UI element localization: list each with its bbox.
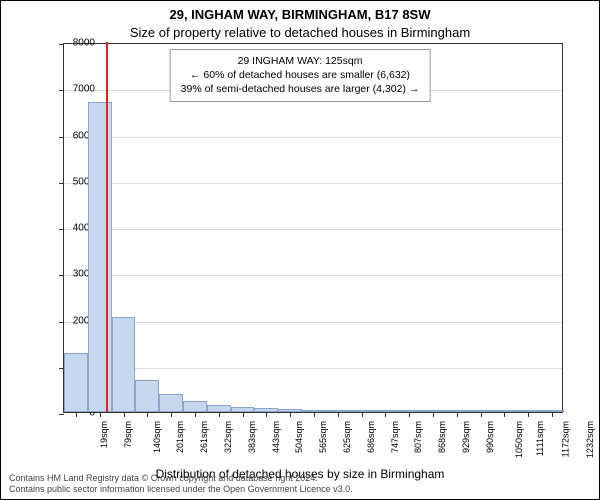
histogram-bar: [207, 405, 231, 412]
x-tick-label: 686sqm: [366, 421, 376, 453]
y-tick-label: 8000: [45, 38, 95, 49]
x-tick-mark: [219, 412, 220, 417]
gridline: [64, 322, 562, 323]
histogram-bar: [540, 410, 564, 412]
histogram-bar: [278, 409, 302, 412]
histogram-bar: [397, 410, 421, 412]
histogram-bar: [493, 410, 517, 412]
x-tick-mark: [338, 412, 339, 417]
histogram-bar: [183, 401, 207, 412]
x-tick-label: 565sqm: [318, 421, 328, 453]
histogram-bar: [516, 410, 540, 412]
x-tick-label: 504sqm: [294, 421, 304, 453]
x-tick-label: 383sqm: [247, 421, 257, 453]
property-marker-line: [106, 42, 108, 412]
annotation-line3: 39% of semi-detached houses are larger (…: [181, 82, 420, 96]
histogram-bar: [159, 394, 183, 413]
x-tick-mark: [195, 412, 196, 417]
histogram-bar: [374, 410, 398, 412]
x-tick-mark: [314, 412, 315, 417]
x-tick-label: 990sqm: [485, 421, 495, 453]
histogram-bar: [302, 410, 326, 412]
x-tick-label: 140sqm: [152, 421, 162, 453]
address-title: 29, INGHAM WAY, BIRMINGHAM, B17 8SW: [1, 7, 599, 22]
x-tick-label: 1111sqm: [536, 421, 546, 456]
x-tick-label: 1232sqm: [585, 421, 595, 458]
gridline: [64, 368, 562, 369]
x-tick-label: 1050sqm: [514, 421, 524, 458]
histogram-bar: [112, 317, 136, 412]
x-tick-label: 1172sqm: [561, 421, 571, 457]
x-tick-label: 868sqm: [437, 421, 447, 453]
x-tick-label: 443sqm: [271, 421, 281, 453]
annotation-line1: 29 INGHAM WAY: 125sqm: [181, 54, 420, 68]
x-tick-label: 747sqm: [390, 421, 400, 453]
annotation-line2: ← 60% of detached houses are smaller (6,…: [181, 68, 420, 82]
x-tick-mark: [100, 412, 101, 417]
gridline: [64, 137, 562, 138]
x-tick-mark: [124, 412, 125, 417]
x-tick-mark: [385, 412, 386, 417]
x-tick-label: 261sqm: [199, 421, 209, 453]
histogram-bar: [421, 410, 445, 412]
histogram-bar: [88, 102, 112, 412]
x-tick-mark: [481, 412, 482, 417]
gridline: [64, 229, 562, 230]
histogram-bar: [326, 410, 350, 412]
histogram-bar: [350, 410, 374, 412]
gridline: [64, 275, 562, 276]
x-tick-mark: [266, 412, 267, 417]
x-tick-mark: [528, 412, 529, 417]
x-tick-label: 19sqm: [99, 421, 109, 448]
x-tick-mark: [552, 412, 553, 417]
x-tick-mark: [362, 412, 363, 417]
histogram-bar: [64, 353, 88, 412]
figure-container: 29, INGHAM WAY, BIRMINGHAM, B17 8SW Size…: [0, 0, 600, 500]
x-tick-label: 929sqm: [461, 421, 471, 453]
x-tick-mark: [147, 412, 148, 417]
annotation-box: 29 INGHAM WAY: 125sqm ← 60% of detached …: [170, 49, 431, 102]
attribution-footer: Contains HM Land Registry data © Crown c…: [9, 473, 353, 496]
footer-line2: Contains public sector information licen…: [9, 484, 353, 495]
x-tick-mark: [290, 412, 291, 417]
histogram-bar: [135, 380, 159, 412]
x-tick-mark: [457, 412, 458, 417]
histogram-bar: [469, 410, 493, 412]
x-tick-label: 79sqm: [123, 421, 133, 448]
x-tick-mark: [433, 412, 434, 417]
footer-line1: Contains HM Land Registry data © Crown c…: [9, 473, 353, 484]
x-tick-mark: [243, 412, 244, 417]
x-tick-mark: [504, 412, 505, 417]
x-tick-label: 322sqm: [223, 421, 233, 453]
x-tick-label: 625sqm: [342, 421, 352, 453]
y-tick-label: 7000: [45, 84, 95, 95]
histogram-bar: [231, 407, 255, 412]
x-tick-label: 807sqm: [413, 421, 423, 453]
gridline: [64, 183, 562, 184]
histogram-bar: [254, 408, 278, 412]
histogram-bar: [445, 410, 469, 412]
x-tick-mark: [171, 412, 172, 417]
x-tick-mark: [409, 412, 410, 417]
x-tick-label: 201sqm: [175, 421, 185, 453]
